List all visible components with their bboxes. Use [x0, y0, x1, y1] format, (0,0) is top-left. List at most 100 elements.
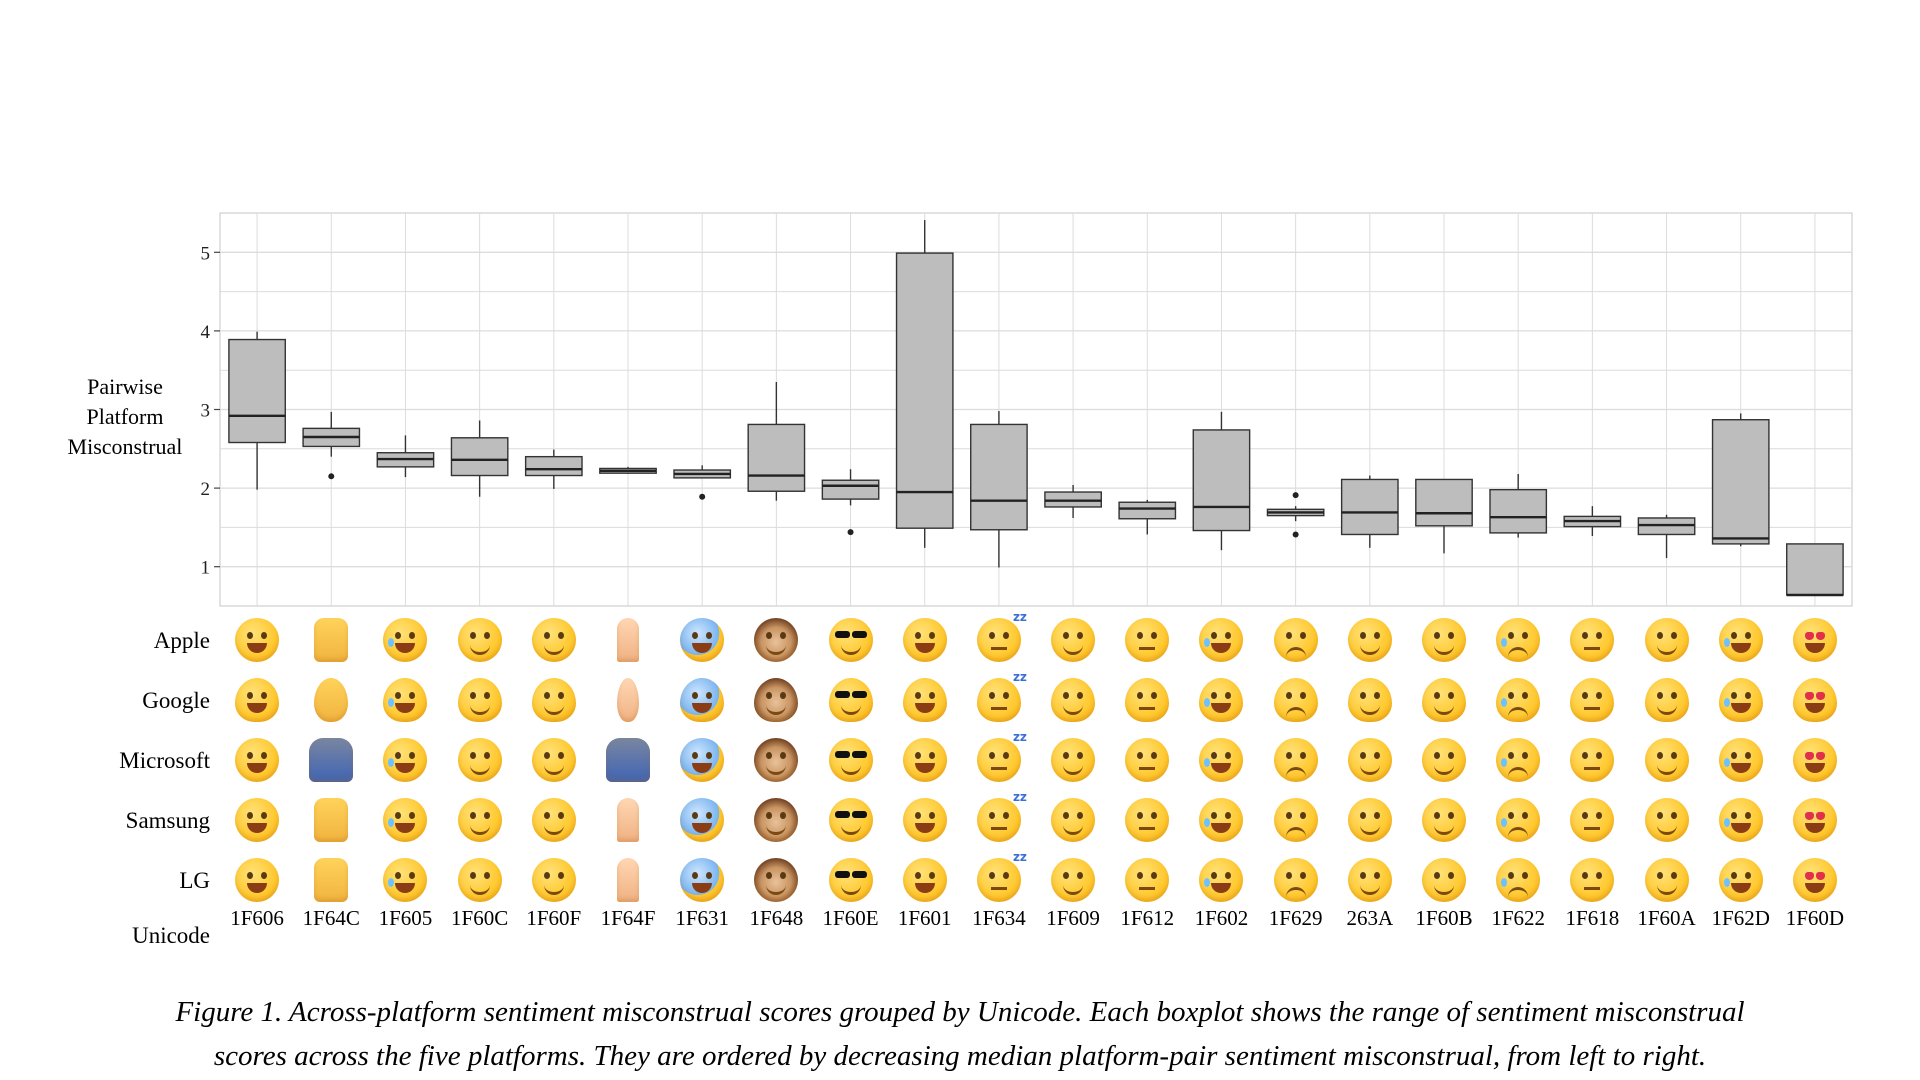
row-label-apple: Apple [153, 628, 210, 653]
tears-emoji-icon [1199, 798, 1244, 842]
box-1F60F [524, 455, 583, 477]
smile-emoji-icon [1347, 738, 1392, 782]
y-tick-label: 3 [201, 401, 211, 422]
weary-emoji-icon [1273, 618, 1318, 662]
cool-emoji-icon [828, 738, 873, 782]
cry-emoji-icon [1496, 618, 1541, 662]
hands-emoji-icon [314, 798, 349, 842]
outlier-point [847, 529, 854, 536]
blush-emoji-icon [1644, 618, 1689, 662]
unicode-code-label: 1F60A [1637, 906, 1696, 930]
row-label-microsoft: Microsoft [119, 748, 210, 773]
smile-emoji-icon [1347, 858, 1392, 902]
laugh-emoji-icon [235, 738, 280, 782]
grin-emoji-icon [902, 798, 947, 842]
sleep-emoji-icon: zz [976, 730, 1027, 782]
laugh-emoji-icon [235, 678, 280, 722]
sweat-emoji-icon [383, 798, 428, 842]
smirk-emoji-icon [531, 618, 576, 662]
relief-emoji-icon [457, 738, 502, 782]
unicode-code-label: 1F606 [230, 906, 284, 930]
yum-emoji-icon [1422, 798, 1466, 842]
pray-emoji-icon [617, 618, 639, 662]
monkey-emoji-icon [754, 798, 799, 842]
hands-emoji-icon [314, 678, 349, 722]
unamused-emoji-icon [1125, 678, 1170, 722]
row-label-samsung: Samsung [125, 808, 210, 833]
grin-emoji-icon [902, 618, 947, 662]
smirk-emoji-icon [531, 858, 576, 902]
box-1F62D [1711, 419, 1770, 545]
unicode-code-label: 1F629 [1268, 906, 1323, 930]
kiss-emoji-icon [1570, 798, 1615, 842]
monkey-emoji-icon [754, 678, 799, 722]
cry-emoji-icon [1496, 678, 1541, 722]
laugh-emoji-icon [235, 858, 280, 902]
outlier-point [699, 493, 706, 500]
sob-emoji-icon [1718, 678, 1763, 722]
sob-emoji-icon [1718, 738, 1763, 782]
yum-emoji-icon [1422, 618, 1466, 662]
unicode-code-label: 1F634 [972, 906, 1026, 930]
sleep-emoji-icon: zz [976, 610, 1027, 662]
box-1F606 [228, 338, 286, 444]
cry-emoji-icon [1496, 798, 1541, 842]
yum-emoji-icon [1422, 678, 1466, 722]
y-axis-label-line-3: Misconstrual [67, 434, 183, 459]
unicode-code-label: 1F609 [1046, 906, 1100, 930]
sob-emoji-icon [1718, 858, 1763, 902]
grin-emoji-icon [902, 738, 947, 782]
outlier-point [1292, 531, 1299, 538]
y-tick-label: 4 [201, 322, 211, 343]
blush-emoji-icon [1644, 738, 1689, 782]
grin-emoji-icon [902, 678, 947, 722]
heart-emoji-icon [1792, 798, 1837, 842]
sleep-emoji-icon: zz [976, 850, 1027, 902]
box-1F648 [747, 423, 806, 492]
box-1F60E [821, 479, 880, 500]
unicode-code-label: 1F64C [302, 906, 360, 930]
smile-emoji-icon [1347, 798, 1392, 842]
hands-emoji-icon [309, 738, 354, 782]
unicode-code-label: 1F612 [1120, 906, 1175, 930]
box-1F602 [1192, 429, 1251, 532]
wink-emoji-icon [1051, 858, 1096, 902]
yum-emoji-icon [1422, 858, 1466, 902]
scream-emoji-icon [680, 738, 725, 782]
weary-emoji-icon [1273, 738, 1318, 782]
row-label-lg: LG [179, 868, 210, 893]
smirk-emoji-icon [531, 798, 576, 842]
pray-emoji-icon [617, 858, 639, 902]
box-1F60D [1786, 543, 1844, 596]
weary-emoji-icon [1273, 798, 1318, 842]
sob-emoji-icon [1718, 618, 1763, 662]
box-1F60C [450, 437, 509, 477]
unicode-code-label: 1F618 [1565, 906, 1620, 930]
unicode-code-label: 1F60E [822, 906, 879, 930]
heart-emoji-icon [1792, 678, 1837, 722]
wink-emoji-icon [1051, 618, 1096, 662]
smirk-emoji-icon [531, 678, 576, 722]
box-1F622 [1489, 488, 1548, 534]
monkey-emoji-icon [754, 858, 799, 902]
cry-emoji-icon [1496, 738, 1541, 782]
scream-emoji-icon [680, 798, 725, 842]
tears-emoji-icon [1199, 738, 1244, 782]
tears-emoji-icon [1199, 678, 1244, 722]
kiss-emoji-icon [1570, 678, 1615, 722]
unicode-code-label: 1F631 [675, 906, 730, 930]
yum-emoji-icon [1422, 738, 1466, 782]
unicode-code-label: 263A [1346, 906, 1394, 930]
relief-emoji-icon [457, 618, 502, 662]
sweat-emoji-icon [383, 618, 428, 662]
unamused-emoji-icon [1125, 798, 1170, 842]
hands-emoji-icon [314, 858, 349, 902]
unamused-emoji-icon [1125, 618, 1170, 662]
box-263A [1340, 478, 1399, 536]
blush-emoji-icon [1644, 858, 1689, 902]
relief-emoji-icon [457, 858, 502, 902]
y-tick-label: 1 [201, 558, 211, 579]
wink-emoji-icon [1051, 738, 1096, 782]
smile-emoji-icon [1347, 618, 1392, 662]
wink-emoji-icon [1051, 678, 1096, 722]
